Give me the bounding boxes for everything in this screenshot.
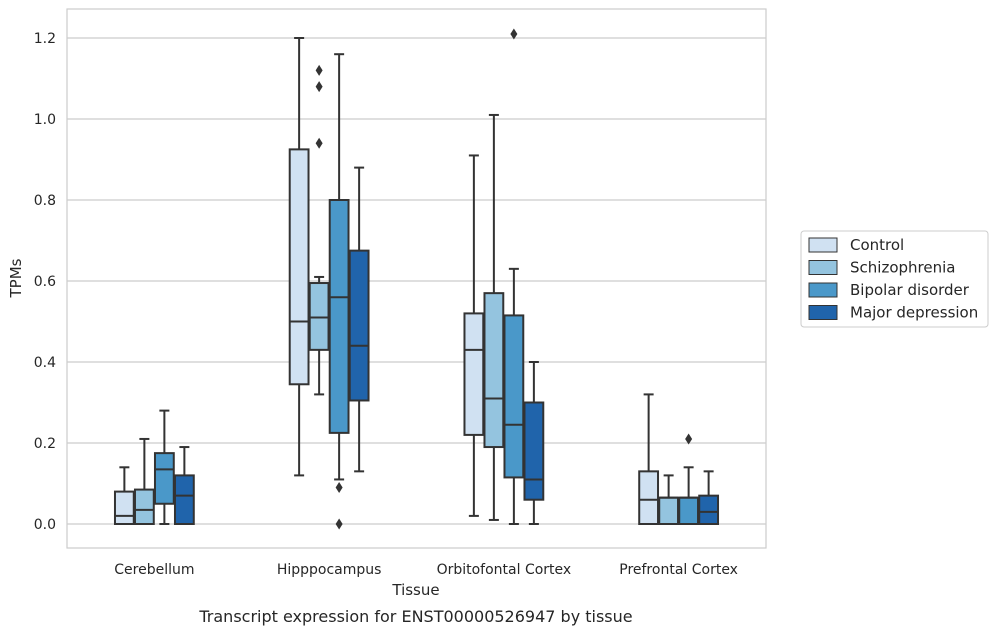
box-bipolar-disorder (503, 28, 525, 525)
box-iqr (483, 292, 505, 449)
x-tick-label: Cerebellum (114, 562, 194, 578)
box-control (463, 154, 485, 517)
x-tick-label: Prefrontal Cortex (619, 562, 738, 578)
box-iqr (288, 148, 310, 386)
box-major-depression (173, 446, 195, 525)
legend-label: Schizophrenia (850, 259, 955, 277)
y-tick-label: 0.0 (34, 517, 56, 533)
y-tick-label: 1.0 (34, 112, 56, 128)
outlier-point (510, 28, 518, 40)
box-iqr (503, 314, 525, 479)
box-bipolar-disorder (328, 53, 350, 530)
box-iqr (678, 496, 700, 525)
box-schizophrenia (658, 474, 680, 525)
box-major-depression (523, 361, 545, 525)
box-iqr (638, 470, 660, 526)
box-bipolar-disorder (678, 433, 700, 525)
legend-frame (800, 230, 989, 328)
outlier-point (685, 433, 693, 445)
box-iqr (463, 312, 485, 436)
outlier-point (315, 137, 323, 149)
outlier-point (315, 81, 323, 93)
legend-swatch (808, 260, 838, 275)
x-tick-label: Hipppocampus (277, 562, 382, 578)
legend-label: Major depression (850, 304, 978, 322)
box-control (288, 37, 310, 477)
box-iqr (658, 496, 680, 525)
x-tick-labels: Cerebellum Hipppocampus Orbitofontal Corte… (114, 562, 738, 578)
legend-label: Control (850, 236, 904, 254)
outlier-point (315, 64, 323, 76)
box-iqr (523, 401, 545, 501)
y-tick-label: 1.2 (34, 31, 56, 47)
legend-swatch (808, 237, 838, 253)
y-tick-label: 0.8 (34, 193, 56, 209)
outlier-point (335, 518, 343, 530)
box-major-depression (698, 470, 720, 525)
box-iqr (173, 474, 195, 525)
box-iqr (113, 490, 135, 526)
outlier-point (335, 482, 343, 494)
legend: Control Schizophrenia Bipolar disorder Majo… (800, 230, 989, 328)
box-iqr (308, 282, 330, 351)
box-schizophrenia (308, 64, 330, 396)
box-iqr (133, 488, 155, 526)
chart-caption: Transcript expression for ENST0000052694… (198, 607, 632, 626)
box-iqr (348, 249, 370, 402)
gridlines (67, 37, 766, 525)
box-schizophrenia (133, 437, 155, 526)
y-axis-title: TPMs (7, 258, 25, 298)
y-tick-labels: 0.0 0.2 0.4 0.6 0.8 1.0 1.2 (34, 31, 56, 533)
x-tick-label: Orbitofontal Cortex (437, 562, 572, 578)
y-tick-label: 0.2 (34, 436, 56, 452)
x-axis-title: Tissue (391, 581, 439, 599)
box-major-depression (348, 166, 370, 473)
legend-swatch (808, 282, 838, 298)
box-schizophrenia (483, 113, 505, 521)
box-control (638, 393, 660, 526)
y-tick-label: 0.4 (34, 355, 56, 371)
box-control (113, 466, 135, 526)
legend-label: Bipolar disorder (850, 281, 970, 299)
plot-frame (66, 8, 767, 549)
box-iqr (153, 452, 175, 505)
box-iqr (328, 199, 350, 434)
y-tick-label: 0.6 (34, 274, 56, 290)
boxes (113, 28, 720, 530)
legend-swatch (808, 305, 838, 320)
box-bipolar-disorder (153, 409, 175, 525)
box-iqr (698, 494, 720, 525)
